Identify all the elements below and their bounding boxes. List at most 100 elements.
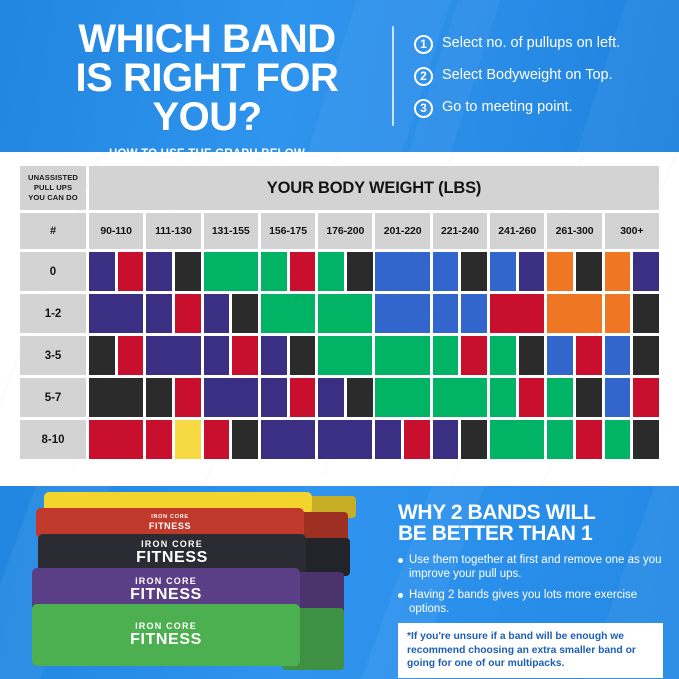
corner-label-line-3: YOU CAN DO [28, 193, 78, 203]
table-cell-r0-c2 [203, 252, 258, 291]
brand-line-2: FITNESS [130, 631, 202, 648]
column-header-5: 201-220 [375, 213, 430, 249]
column-header-7: 241-260 [490, 213, 545, 249]
headline-line-1: WHICH BAND [78, 17, 336, 61]
band-swatch-red [203, 420, 230, 459]
table-cell-r0-c7 [490, 252, 545, 291]
hash-header-cell: # [20, 213, 86, 249]
band-swatch-blue [432, 294, 459, 333]
band-swatch-red [117, 336, 144, 375]
table-cell-r0-c3 [260, 252, 316, 291]
row-label-0: 0 [20, 252, 86, 291]
instruction-steps: 1 Select no. of pullups on left. 2 Selec… [414, 0, 679, 152]
list-item: Use them together at first and remove on… [398, 553, 663, 581]
brand-line-2: FITNESS [148, 520, 192, 531]
band-swatch-purple [203, 294, 230, 333]
band-swatch-green [490, 420, 545, 459]
table-row: 3-5 [20, 336, 659, 375]
band-swatch-green [260, 252, 287, 291]
table-cell-r3-c7 [490, 378, 545, 417]
banner-headline-block: WHICH BAND IS RIGHT FOR YOU? HOW TO USE … [0, 0, 392, 152]
band-swatch-blue [432, 252, 459, 291]
row-label-1: 1-2 [20, 294, 86, 333]
table-cell-r0-c8 [547, 252, 602, 291]
column-header-2: 131-155 [203, 213, 258, 249]
why-bullet-list: Use them together at first and remove on… [398, 553, 663, 616]
step-text: Go to meeting point. [442, 99, 573, 116]
table-cell-r1-c6 [432, 294, 488, 333]
band-swatch-blue [375, 252, 430, 291]
resistance-band-4: IRON CORE FITNESS [32, 604, 344, 670]
band-front-loop [32, 604, 300, 666]
brand-line-1: IRON CORE [151, 514, 189, 521]
table-cell-r2-c3 [260, 336, 316, 375]
band-swatch-red [633, 378, 659, 417]
band-swatch-green [203, 252, 258, 291]
row-label-4: 8-10 [20, 420, 86, 459]
bodyweight-title-header: YOUR BODY WEIGHT (LBS) [89, 166, 659, 210]
band-swatch-green [375, 336, 430, 375]
table-cell-r4-c0 [89, 420, 144, 459]
band-swatch-purple [318, 378, 344, 417]
table-cell-r4-c8 [547, 420, 602, 459]
table-cell-r3-c4 [318, 378, 373, 417]
band-swatch-purple [260, 420, 316, 459]
top-banner: WHICH BAND IS RIGHT FOR YOU? HOW TO USE … [0, 0, 679, 152]
band-swatch-purple [146, 336, 201, 375]
table-cell-r1-c8 [547, 294, 602, 333]
advice-note: *If you're unsure if a band will be enou… [398, 623, 663, 678]
band-swatch-orange [547, 294, 602, 333]
band-swatch-red [576, 420, 602, 459]
band-swatch-purple [89, 294, 144, 333]
band-swatch-green [547, 378, 574, 417]
subtitle-line-1: HOW TO USE THE GRAPH BELOW [106, 147, 309, 152]
bullet-dot-icon [398, 593, 403, 599]
table-cell-r4-c1 [146, 420, 201, 459]
why-title: WHY 2 BANDS WILL BE BETTER THAN 1 [398, 502, 663, 544]
table-cell-r0-c5 [375, 252, 430, 291]
resistance-band-2: IRON CORE FITNESS [38, 534, 350, 576]
table-cell-r3-c2 [203, 378, 258, 417]
band-swatch-green [432, 336, 459, 375]
table-cell-r4-c2 [203, 420, 258, 459]
page-subtitle: HOW TO USE THE GRAPH BELOW TO CHOOSE BAN… [106, 147, 309, 152]
band-swatch-purple [146, 294, 172, 333]
table-cell-r4-c7 [490, 420, 545, 459]
band-swatch-blue [547, 336, 574, 375]
band-swatch-purple [260, 378, 287, 417]
table-cell-r4-c4 [318, 420, 373, 459]
band-swatch-green [318, 336, 373, 375]
band-swatch-purple [375, 420, 402, 459]
table-body: 0 1-2 3-5 5-7 8-10 [20, 252, 659, 459]
band-swatch-red [89, 420, 144, 459]
band-swatch-green [318, 252, 344, 291]
band-swatch-black [174, 252, 201, 291]
band-swatch-blue [490, 252, 516, 291]
table-cell-r3-c6 [432, 378, 488, 417]
band-swatch-orange [604, 252, 631, 291]
table-cell-r4-c3 [260, 420, 316, 459]
table-row: 1-2 [20, 294, 659, 333]
band-swatch-green [490, 378, 516, 417]
brand-line-2: FITNESS [130, 586, 202, 603]
band-swatch-green [490, 336, 516, 375]
band-swatch-purple [89, 252, 115, 291]
table-row: 5-7 [20, 378, 659, 417]
table-cell-r2-c5 [375, 336, 430, 375]
table-cell-r3-c8 [547, 378, 602, 417]
step-item-2: 2 Select Bodyweight on Top. [414, 66, 665, 86]
band-swatch-orange [604, 294, 631, 333]
brand-line-1: IRON CORE [135, 621, 197, 631]
band-swatch-black [146, 378, 172, 417]
band-swatch-red [289, 378, 316, 417]
corner-label-line-2: PULL UPS [33, 182, 73, 192]
band-swatch-black [518, 336, 545, 375]
column-header-8: 261-300 [547, 213, 602, 249]
step-number-badge: 1 [414, 34, 433, 54]
band-swatch-green [260, 294, 316, 333]
table-cell-r4-c6 [432, 420, 488, 459]
headline-line-2: IS RIGHT FOR YOU? [75, 56, 339, 140]
bottom-section: IRON CORE FITNESS IRON CORE FITNESS IRON COR… [0, 486, 679, 679]
table-row: 0 [20, 252, 659, 291]
